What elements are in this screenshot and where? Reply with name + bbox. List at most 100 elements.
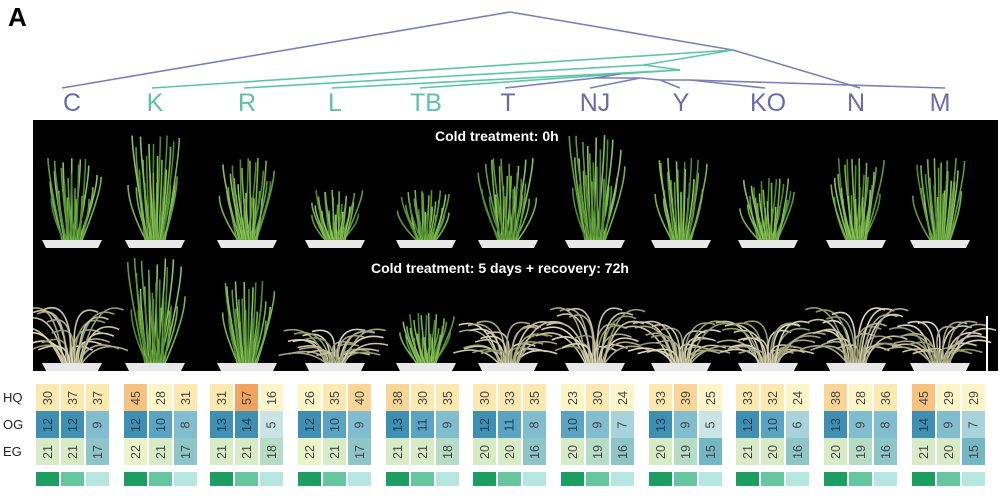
legend-strip-swatch (323, 472, 346, 486)
heatmap-cell-og: 9 (674, 411, 697, 438)
row-label-hq: HQ (3, 390, 23, 405)
legend-strip-swatch (36, 472, 59, 486)
legend-strip-swatch (824, 472, 847, 486)
pot (651, 240, 711, 248)
heatmap-cell-eg: 18 (260, 438, 283, 465)
heatmap-cell-hq: 30 (411, 384, 434, 411)
rice-plant (217, 157, 277, 248)
heatmap-cell-eg: 22 (298, 438, 321, 465)
heatmap-cell-hq: 31 (210, 384, 233, 411)
cell-value: 30 (477, 390, 492, 405)
rice-plant (910, 158, 970, 248)
legend-strip-swatch (674, 472, 697, 486)
heatmap-cell-og: 12 (124, 411, 147, 438)
cell-value: 35 (440, 390, 455, 405)
heatmap-cell-hq: 37 (86, 384, 109, 411)
accession-label: KO (749, 89, 787, 117)
cell-value: 7 (966, 421, 981, 428)
legend-strip-swatch (386, 472, 409, 486)
legend-strip-swatch (849, 472, 872, 486)
cell-value: 21 (214, 444, 229, 459)
heatmap-cell-eg: 15 (962, 438, 985, 465)
heatmap-cell-og: 12 (473, 411, 496, 438)
legend-strip-swatch (736, 472, 759, 486)
pot (478, 240, 538, 248)
pot (738, 240, 798, 248)
heatmap-cell-hq: 35 (436, 384, 459, 411)
cell-value: 37 (65, 390, 80, 405)
pot (396, 363, 456, 371)
heatmap-cell-og: 12 (736, 411, 759, 438)
heatmap-cell-eg: 18 (436, 438, 459, 465)
heatmap-cell-hq: 30 (586, 384, 609, 411)
heatmap-cell-og: 11 (498, 411, 521, 438)
heatmap-cell-hq: 38 (824, 384, 847, 411)
cell-value: 16 (615, 444, 630, 459)
cell-value: 12 (40, 417, 55, 432)
heatmap-cell-og: 13 (824, 411, 847, 438)
pot (217, 240, 277, 248)
heatmap-cell-eg: 20 (498, 438, 521, 465)
heatmap-cell-og: 9 (86, 411, 109, 438)
cell-value: 6 (790, 421, 805, 428)
heatmap-cell-eg: 21 (61, 438, 84, 465)
cell-value: 22 (302, 444, 317, 459)
heatmap-cell-og: 6 (786, 411, 809, 438)
legend-strip-swatch (86, 472, 109, 486)
accession-label: M (929, 89, 951, 117)
heatmap-cell-eg: 16 (523, 438, 546, 465)
rice-plant (477, 158, 538, 248)
heatmap-cell-eg: 19 (849, 438, 872, 465)
rice-plant (125, 135, 185, 248)
cell-value: 30 (415, 390, 430, 405)
heatmap-cell-og: 11 (411, 411, 434, 438)
rice-plant (453, 320, 563, 371)
cell-value: 9 (678, 421, 693, 428)
heatmap-cell-hq: 33 (649, 384, 672, 411)
rice-plant (396, 190, 456, 248)
heatmap-cell-eg: 20 (649, 438, 672, 465)
cell-value: 21 (415, 444, 430, 459)
accession-label: Y (672, 89, 690, 117)
tree-branch (689, 79, 946, 89)
cell-value: 16 (878, 444, 893, 459)
cell-value: 28 (153, 390, 168, 405)
cell-value: 21 (740, 444, 755, 459)
tree-branch (643, 64, 681, 71)
cell-value: 38 (390, 390, 405, 405)
legend-strip-swatch (348, 472, 371, 486)
cell-value: 37 (90, 390, 105, 405)
cell-value: 14 (916, 417, 931, 432)
tree-branch (331, 69, 681, 89)
panel-letter: A (8, 2, 27, 32)
cell-value: 21 (239, 444, 254, 459)
cell-value: 24 (790, 390, 805, 405)
cell-value: 13 (390, 417, 405, 432)
heatmap-cell-hq: 35 (523, 384, 546, 411)
tree-branch (419, 73, 621, 89)
plant-drawings (33, 135, 997, 371)
cell-value: 35 (527, 390, 542, 405)
cell-value: 14 (239, 417, 254, 432)
cell-value: 20 (477, 444, 492, 459)
cell-value: 19 (678, 444, 693, 459)
cell-value: 17 (352, 444, 367, 459)
pot (125, 240, 185, 248)
heatmap-cell-og: 5 (260, 411, 283, 438)
heatmap-cell-og: 8 (523, 411, 546, 438)
cell-value: 29 (966, 390, 981, 405)
heatmap-cell-og: 7 (962, 411, 985, 438)
cell-value: 8 (878, 421, 893, 428)
legend-strip-swatch (611, 472, 634, 486)
cell-value: 21 (390, 444, 405, 459)
cell-value: 16 (790, 444, 805, 459)
cell-value: 38 (828, 390, 843, 405)
cell-value: 10 (153, 417, 168, 432)
rice-plant (738, 178, 798, 248)
rice-plant (535, 307, 650, 371)
heatmap-cell-eg: 21 (386, 438, 409, 465)
heatmap-cell-eg: 17 (86, 438, 109, 465)
legend-strip-swatch (912, 472, 935, 486)
heatmap-cell-hq: 36 (874, 384, 897, 411)
accession-label: NJ (579, 89, 611, 117)
